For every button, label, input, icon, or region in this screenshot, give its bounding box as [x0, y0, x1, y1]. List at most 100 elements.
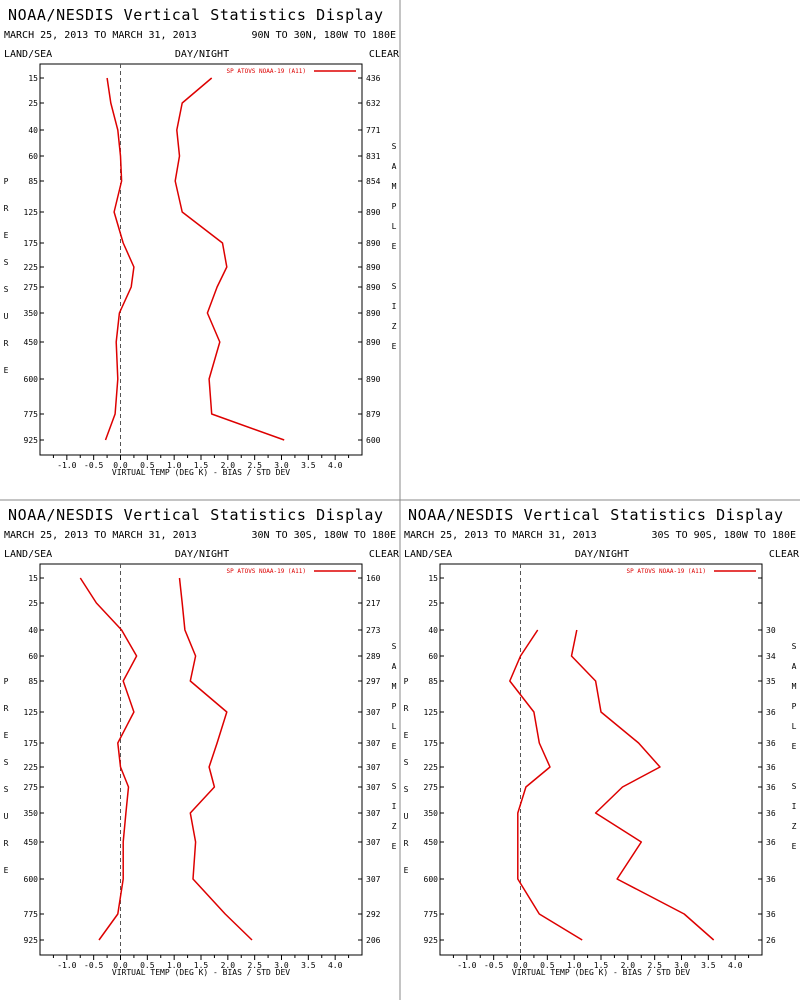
x-tick-label: 3.5 — [301, 461, 316, 470]
pressure-tick-label: 775 — [424, 910, 439, 919]
sample-size-label: 771 — [366, 126, 381, 135]
plot-frame — [439, 563, 763, 956]
pressure-tick-label: 275 — [24, 783, 39, 792]
sample-size-label: 35 — [766, 677, 776, 686]
x-tick-label: 1.5 — [194, 961, 209, 970]
pressure-axis-letter: E — [404, 731, 409, 740]
chart-panel-3: NOAA/NESDIS Vertical Statistics Display M… — [404, 506, 800, 977]
sample-size-axis-letter: A — [792, 662, 797, 671]
sample-size-label: 26 — [766, 936, 776, 945]
pressure-tick-label: 125 — [24, 208, 39, 217]
x-tick-label: 0.5 — [140, 461, 155, 470]
sample-size-axis-letter: A — [392, 162, 397, 171]
pressure-tick-label: 125 — [424, 708, 439, 717]
panel-title: NOAA/NESDIS Vertical Statistics Display — [408, 506, 784, 524]
sample-size-axis-letter: P — [392, 202, 397, 211]
sample-size-label: 890 — [366, 338, 381, 347]
pressure-axis-letter: R — [4, 204, 9, 213]
sample-size-axis-letter: Z — [792, 822, 797, 831]
pressure-tick-label: 925 — [424, 936, 439, 945]
x-tick-label: 1.0 — [567, 961, 582, 970]
pressure-tick-label: 925 — [24, 936, 39, 945]
sample-size-axis-letter: L — [792, 722, 797, 731]
std-dev-line — [570, 629, 715, 941]
clear-label: CLEAR — [769, 549, 800, 560]
pressure-tick-label: 40 — [428, 626, 438, 635]
pressure-axis-letter: S — [4, 758, 9, 767]
sample-size-label: 36 — [766, 875, 776, 884]
pressure-axis-letter: P — [404, 677, 409, 686]
sample-size-axis-letter: P — [792, 702, 797, 711]
pressure-axis-letter: R — [4, 839, 9, 848]
sample-size-label: 36 — [766, 838, 776, 847]
x-tick-label: 2.0 — [221, 961, 236, 970]
std-dev-line — [178, 577, 253, 941]
bias-line — [104, 77, 135, 441]
pressure-tick-label: 125 — [24, 708, 39, 717]
sample-size-axis-letter: E — [392, 342, 397, 351]
sample-size-axis-letter: I — [392, 302, 397, 311]
sample-size-label: 307 — [366, 838, 381, 847]
sample-size-axis-letter: S — [392, 642, 397, 651]
clear-label: CLEAR — [369, 49, 400, 60]
sample-size-label: 890 — [366, 263, 381, 272]
x-tick-label: 3.0 — [674, 961, 689, 970]
sample-size-axis-letter: E — [792, 842, 797, 851]
region-label: 30S TO 90S, 180W TO 180E — [652, 530, 797, 541]
sample-size-label: 34 — [766, 652, 776, 661]
x-tick-label: -1.0 — [57, 461, 76, 470]
sample-size-axis-letter: S — [392, 142, 397, 151]
sample-size-axis-letter: Z — [392, 822, 397, 831]
x-tick-label: -0.5 — [84, 961, 103, 970]
x-tick-label: 4.0 — [328, 961, 343, 970]
sample-size-label: 436 — [366, 74, 381, 83]
sample-size-label: 632 — [366, 99, 381, 108]
pressure-tick-label: 25 — [428, 599, 438, 608]
pressure-axis-letter: R — [404, 839, 409, 848]
sample-size-axis-letter: M — [392, 682, 397, 691]
x-tick-label: 4.0 — [328, 461, 343, 470]
x-tick-label: 0.5 — [140, 961, 155, 970]
x-tick-label: 3.0 — [274, 461, 289, 470]
sample-size-axis-letter: P — [392, 702, 397, 711]
x-tick-label: 1.5 — [594, 961, 609, 970]
region-label: 90N TO 30N, 180W TO 180E — [252, 30, 397, 41]
pressure-axis-letter: P — [4, 677, 9, 686]
pressure-tick-label: 40 — [28, 626, 38, 635]
pressure-axis-letter: S — [404, 785, 409, 794]
x-tick-label: 1.0 — [167, 461, 182, 470]
day-night-label: DAY/NIGHT — [175, 49, 229, 60]
sample-size-label: 307 — [366, 763, 381, 772]
x-tick-label: 3.5 — [301, 961, 316, 970]
sample-size-axis-letter: L — [392, 722, 397, 731]
sample-size-label: 307 — [366, 875, 381, 884]
plot-frame — [39, 63, 363, 456]
x-axis-title: VIRTUAL TEMP (DEG K) - BIAS / STD DEV — [512, 968, 690, 977]
pressure-tick-label: 450 — [24, 838, 39, 847]
legend-label: SP ATOVS NOAA-19 (A11) — [227, 568, 306, 575]
x-axis-title: VIRTUAL TEMP (DEG K) - BIAS / STD DEV — [112, 968, 290, 977]
pressure-tick-label: 450 — [24, 338, 39, 347]
sample-size-label: 890 — [366, 309, 381, 318]
x-tick-label: 2.5 — [247, 961, 262, 970]
date-range-label: MARCH 25, 2013 TO MARCH 31, 2013 — [404, 530, 597, 541]
pressure-tick-label: 350 — [24, 809, 39, 818]
sample-size-axis-letter: E — [392, 242, 397, 251]
pressure-tick-label: 275 — [424, 783, 439, 792]
sample-size-label: 292 — [366, 910, 381, 919]
sample-size-label: 600 — [366, 436, 381, 445]
legend-label: SP ATOVS NOAA-19 (A11) — [227, 68, 306, 75]
pressure-tick-label: 60 — [28, 652, 38, 661]
sample-size-label: 273 — [366, 626, 381, 635]
pressure-tick-label: 450 — [424, 838, 439, 847]
sample-size-label: 36 — [766, 708, 776, 717]
sample-size-label: 30 — [766, 626, 776, 635]
pressure-tick-label: 175 — [24, 239, 39, 248]
pressure-axis-letter: E — [4, 366, 9, 375]
pressure-axis-letter: U — [4, 312, 9, 321]
chart-panel-2: NOAA/NESDIS Vertical Statistics Display M… — [4, 506, 400, 977]
pressure-tick-label: 225 — [24, 763, 39, 772]
sample-size-label: 831 — [366, 152, 381, 161]
date-range-label: MARCH 25, 2013 TO MARCH 31, 2013 — [4, 30, 197, 41]
